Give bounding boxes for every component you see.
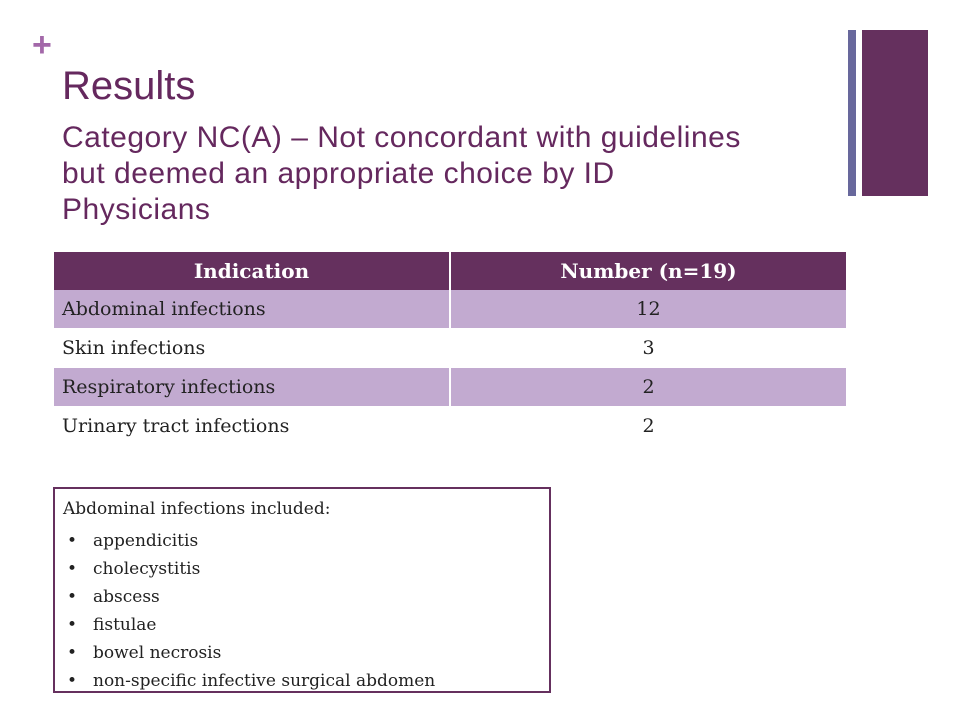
- indication-cell: Urinary tract infections: [54, 406, 450, 445]
- list-item-text: abscess: [93, 587, 160, 607]
- table-row: Skin infections 3: [54, 328, 846, 368]
- indication-cell: Skin infections: [54, 328, 450, 368]
- header-indication: Indication: [54, 252, 450, 290]
- number-cell: 3: [449, 328, 846, 368]
- list-item: • bowel necrosis: [63, 639, 549, 667]
- list-item: • non-specific infective surgical abdomen: [63, 667, 549, 695]
- table-row: Urinary tract infections 2: [54, 406, 846, 445]
- number-cell: 2: [449, 406, 846, 445]
- bullet-icon: •: [67, 671, 78, 691]
- slide-subtitle: Category NC(A) – Not concordant with gui…: [62, 121, 741, 226]
- list-item-text: bowel necrosis: [93, 643, 222, 663]
- header-number: Number (n=19): [449, 252, 846, 290]
- decorative-thin-bar: [848, 30, 856, 196]
- decorative-thick-bar: [862, 30, 928, 196]
- list-item-text: appendicitis: [93, 531, 199, 551]
- table-row: Abdominal infections 12: [54, 290, 846, 329]
- indication-table: Indication Number (n=19) Abdominal infec…: [54, 252, 846, 445]
- list-item: • fistulae: [63, 611, 549, 639]
- indication-cell: Abdominal infections: [54, 290, 450, 329]
- plus-icon: +: [32, 26, 52, 64]
- list-item: • cholecystitis: [63, 555, 549, 583]
- bullet-icon: •: [67, 643, 78, 663]
- slide-title: Results: [62, 64, 196, 108]
- number-cell: 2: [449, 367, 846, 407]
- list-item: • abscess: [63, 583, 549, 611]
- table-row: Respiratory infections 2: [54, 367, 846, 407]
- abdominal-infections-note: Abdominal infections included: • appendic…: [53, 487, 551, 693]
- list-item-text: fistulae: [93, 615, 157, 635]
- indication-cell: Respiratory infections: [54, 367, 450, 407]
- note-list: • appendicitis • cholecystitis • abscess • f…: [63, 527, 549, 695]
- bullet-icon: •: [67, 559, 78, 579]
- number-cell: 12: [449, 290, 846, 329]
- bullet-icon: •: [67, 615, 78, 635]
- note-heading: Abdominal infections included:: [63, 499, 331, 519]
- bullet-icon: •: [67, 587, 78, 607]
- list-item: • appendicitis: [63, 527, 549, 555]
- list-item-text: cholecystitis: [93, 559, 201, 579]
- table-header-row: Indication Number (n=19): [54, 252, 846, 290]
- list-item-text: non-specific infective surgical abdomen: [93, 671, 436, 691]
- bullet-icon: •: [67, 531, 78, 551]
